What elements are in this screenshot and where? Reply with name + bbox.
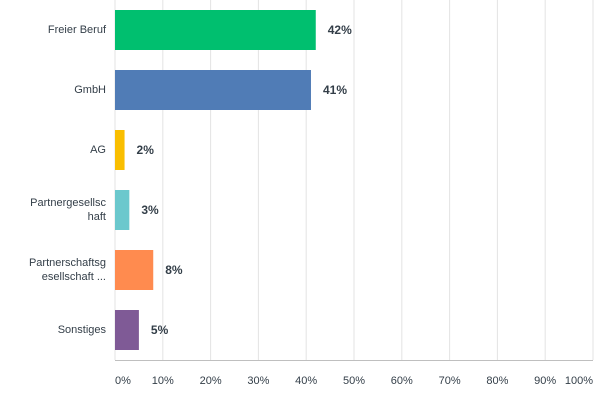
- category-label: GmbH: [74, 84, 106, 96]
- bar: [115, 190, 130, 230]
- category-label: Freier Beruf: [48, 24, 107, 36]
- tick-label: 50%: [343, 375, 365, 387]
- bar: [115, 130, 125, 170]
- category-label: AG: [90, 144, 106, 156]
- category-label-line: esellschaft ...: [42, 271, 106, 283]
- bars: [115, 10, 316, 350]
- tick-label: 10%: [152, 375, 174, 387]
- data-label: 3%: [141, 203, 159, 217]
- bar: [115, 310, 139, 350]
- data-label: 5%: [151, 323, 169, 337]
- tick-label: 40%: [295, 375, 317, 387]
- category-label-line: AG: [90, 144, 106, 156]
- x-axis-ticks: 0% 10% 20% 30% 40% 50% 60% 70% 80% 90% 100%: [115, 375, 593, 387]
- data-label: 8%: [165, 263, 183, 277]
- tick-label: 20%: [200, 375, 222, 387]
- tick-label: 30%: [247, 375, 269, 387]
- category-label-line: Partnergesellsc: [30, 197, 106, 209]
- tick-label: 80%: [486, 375, 508, 387]
- tick-label: 100%: [565, 375, 593, 387]
- category-label-line: haft: [88, 211, 106, 223]
- bar: [115, 250, 154, 290]
- category-label-line: GmbH: [74, 84, 106, 96]
- category-label-line: Partnerschaftsg: [29, 257, 106, 269]
- category-label: Sonstiges: [58, 324, 107, 336]
- tick-label: 0%: [115, 375, 131, 387]
- data-label: 41%: [323, 83, 347, 97]
- category-label: Partnergesellsc haft: [30, 197, 106, 223]
- category-label-line: Sonstiges: [58, 324, 107, 336]
- category-label: Partnerschaftsg esellschaft ...: [29, 257, 106, 283]
- bar: [115, 10, 316, 50]
- value-labels: 42% 41% 2% 3% 8% 5%: [137, 23, 353, 337]
- data-label: 42%: [328, 23, 352, 37]
- tick-label: 70%: [439, 375, 461, 387]
- grid-lines: [114, 0, 594, 360]
- tick-label: 60%: [391, 375, 413, 387]
- category-label-line: Freier Beruf: [48, 24, 107, 36]
- bar: [115, 70, 311, 110]
- tick-label: 90%: [534, 375, 556, 387]
- data-label: 2%: [137, 143, 155, 157]
